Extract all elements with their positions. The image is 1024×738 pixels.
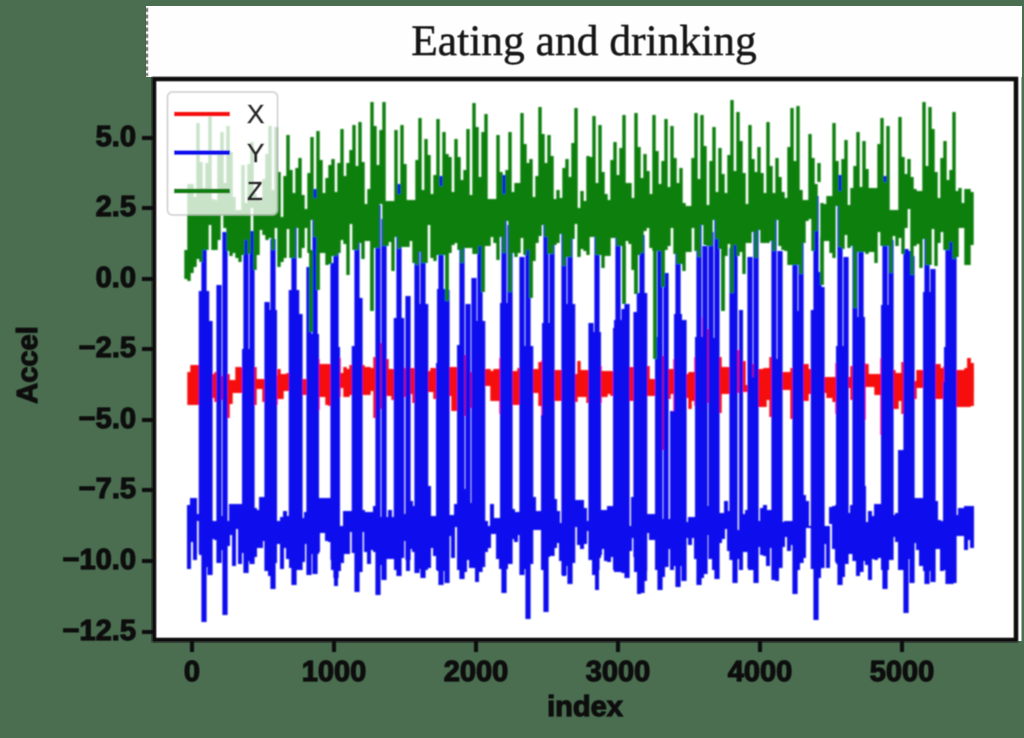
svg-text:4000: 4000 bbox=[728, 656, 793, 688]
svg-text:−7.5: −7.5 bbox=[79, 473, 136, 505]
svg-text:1000: 1000 bbox=[302, 656, 367, 688]
svg-text:3000: 3000 bbox=[586, 656, 651, 688]
svg-text:2000: 2000 bbox=[444, 656, 509, 688]
svg-text:−10.0: −10.0 bbox=[63, 544, 136, 576]
svg-text:−2.5: −2.5 bbox=[79, 332, 136, 364]
svg-text:Accel: Accel bbox=[12, 326, 44, 403]
svg-text:−12.5: −12.5 bbox=[63, 615, 136, 647]
svg-text:index: index bbox=[547, 691, 623, 723]
svg-text:Z: Z bbox=[247, 176, 263, 206]
svg-text:−5.0: −5.0 bbox=[79, 403, 136, 435]
svg-text:Eating and drinking: Eating and drinking bbox=[411, 17, 757, 65]
svg-text:0.0: 0.0 bbox=[96, 262, 136, 294]
svg-text:2.5: 2.5 bbox=[96, 191, 136, 223]
svg-text:5.0: 5.0 bbox=[96, 121, 136, 153]
svg-text:Y: Y bbox=[247, 138, 264, 168]
svg-text:5000: 5000 bbox=[870, 656, 935, 688]
svg-text:0: 0 bbox=[184, 656, 200, 688]
svg-text:X: X bbox=[247, 99, 264, 129]
